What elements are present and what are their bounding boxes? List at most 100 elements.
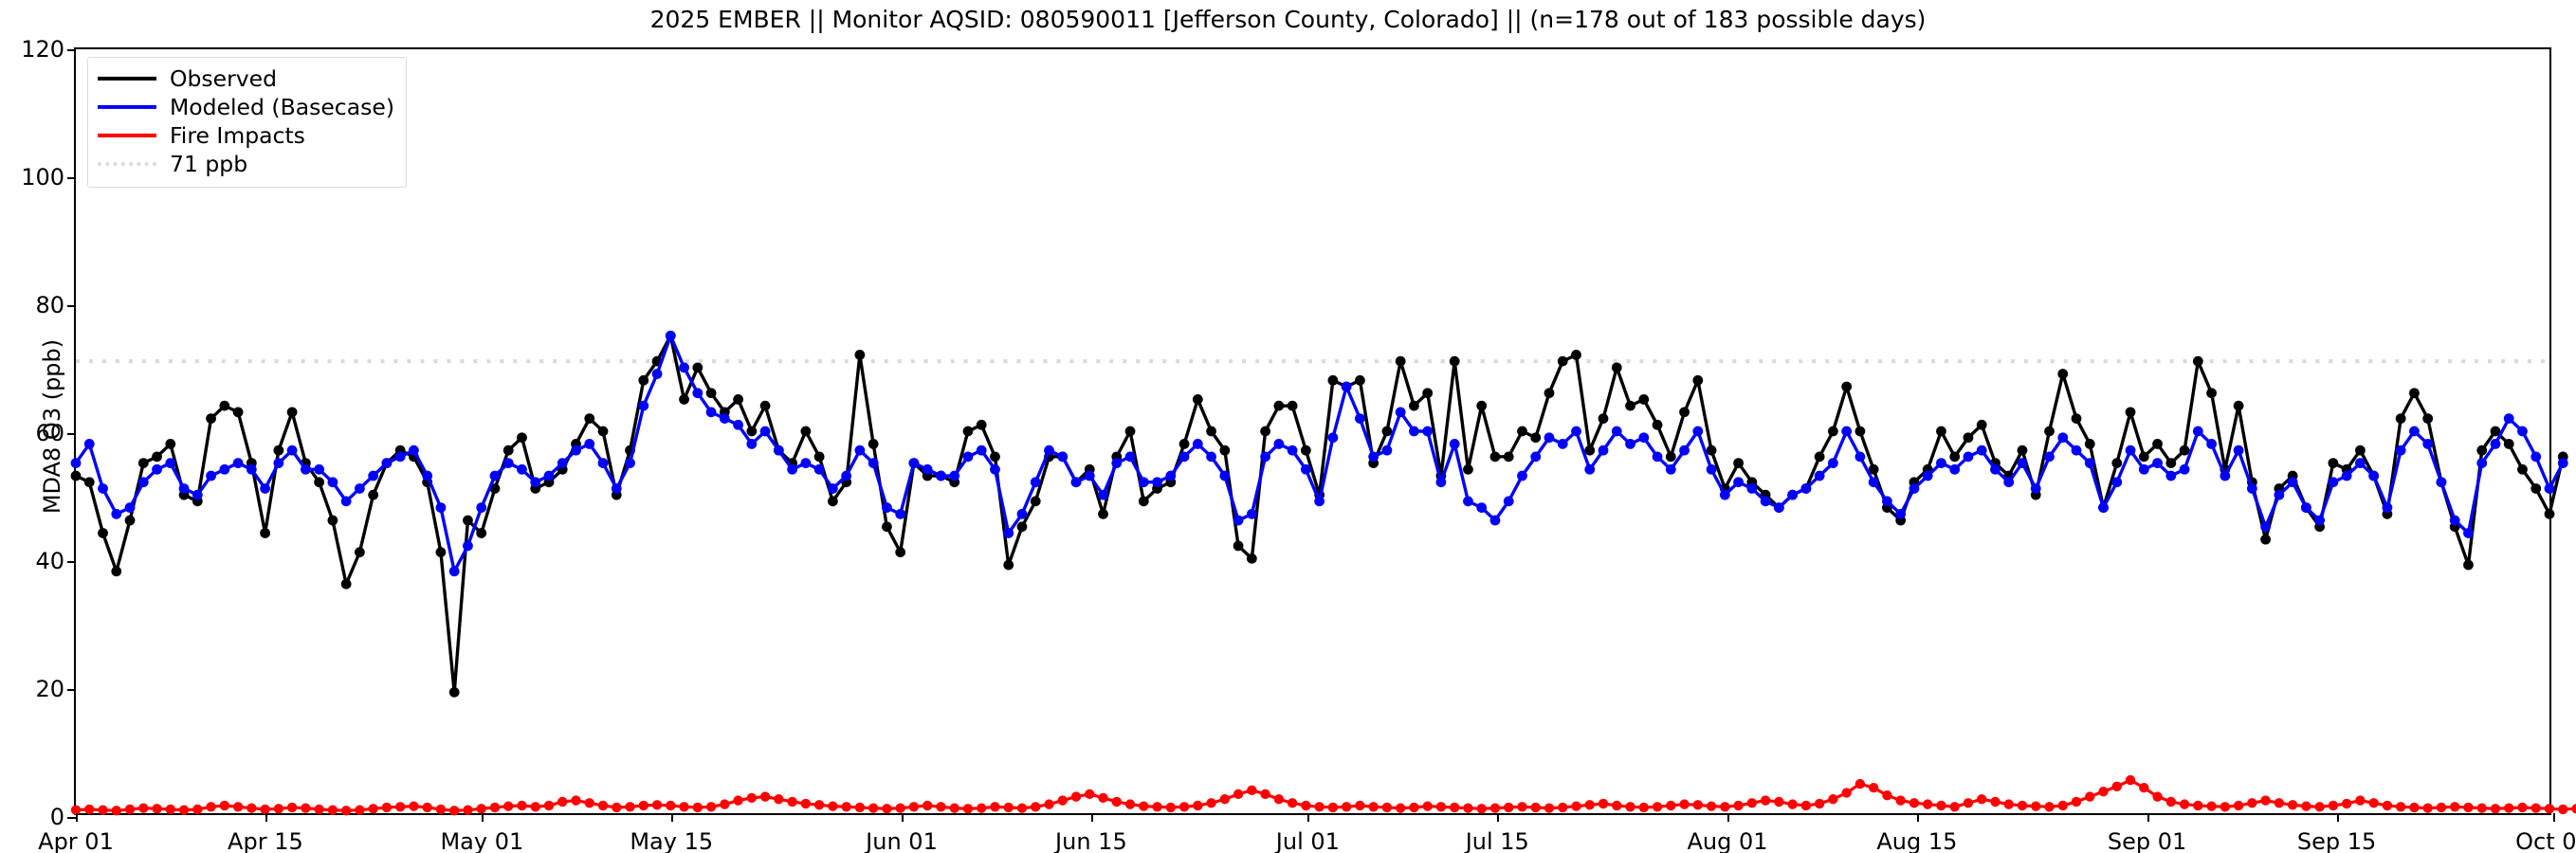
data-point (111, 508, 122, 519)
data-point (2085, 791, 2095, 802)
data-point (733, 419, 743, 430)
data-point (2206, 801, 2217, 811)
data-point (1868, 782, 1879, 793)
data-point (1882, 790, 1892, 801)
data-point (2341, 798, 2352, 809)
data-point (1557, 355, 1568, 367)
data-point (340, 496, 352, 507)
data-point (557, 796, 568, 808)
data-point (1233, 515, 1244, 526)
data-point (1638, 432, 1650, 444)
data-point (625, 802, 635, 812)
data-point (394, 802, 406, 812)
data-point (1719, 489, 1730, 500)
data-point (733, 394, 743, 405)
data-point (584, 413, 595, 424)
data-point (1314, 802, 1325, 812)
data-point (530, 802, 540, 812)
data-point (1327, 374, 1339, 386)
data-point (2422, 439, 2434, 449)
data-point (111, 806, 121, 816)
data-point (2220, 470, 2231, 481)
data-point (2098, 502, 2109, 513)
legend-item[interactable]: 71 ppb (98, 150, 394, 178)
data-point (774, 794, 784, 805)
data-point (273, 445, 284, 456)
data-point (2530, 483, 2542, 494)
data-point (1854, 426, 1866, 437)
data-point (2287, 800, 2298, 810)
data-point (2544, 804, 2555, 814)
data-point (1814, 798, 1825, 809)
chart-legend: Observed Modeled (Basecase) Fire Impacts 71… (87, 57, 407, 188)
data-point (854, 350, 866, 360)
data-point (638, 800, 649, 811)
data-point (489, 802, 501, 813)
data-point (2557, 458, 2568, 468)
data-point (2368, 470, 2380, 481)
legend-label: Observed (170, 65, 278, 92)
data-point (1841, 426, 1853, 437)
data-point (2558, 804, 2568, 815)
series-line (74, 334, 2565, 573)
data-point (543, 470, 555, 481)
data-point (557, 458, 568, 468)
x-tick-label: Jun 15 (1055, 828, 1127, 853)
y-tick-label: 0 (49, 804, 64, 830)
data-point (2111, 458, 2123, 468)
data-point (83, 477, 95, 488)
x-tick-mark (1497, 813, 1500, 822)
data-point (1178, 451, 1190, 463)
data-point (1638, 394, 1650, 405)
data-point (1976, 445, 1987, 456)
data-point (1584, 463, 1596, 475)
data-point (1111, 796, 1122, 808)
data-point (1773, 502, 1784, 513)
legend-item[interactable]: Observed (98, 64, 394, 93)
data-point (2165, 796, 2177, 808)
data-point (1165, 470, 1177, 481)
data-point (1936, 426, 1946, 437)
x-tick-mark (2553, 813, 2555, 822)
data-point (1098, 489, 1108, 500)
data-point (246, 463, 257, 475)
legend-item[interactable]: Modeled (Basecase) (98, 93, 394, 121)
data-point (1476, 804, 1487, 814)
data-point (1003, 802, 1014, 813)
data-point (1273, 794, 1285, 805)
legend-item[interactable]: Fire Impacts (98, 121, 394, 150)
data-point (2530, 803, 2541, 813)
data-point (286, 802, 298, 813)
y-tick-label: 80 (35, 292, 64, 318)
data-point (1260, 426, 1270, 437)
data-point (2017, 445, 2028, 456)
data-point (746, 792, 758, 804)
data-point (517, 432, 527, 444)
data-point (908, 802, 920, 812)
data-point (759, 426, 771, 437)
x-tick-mark (671, 813, 674, 822)
x-tick-label: Oct 01 (2515, 828, 2576, 853)
data-point (2490, 439, 2501, 449)
data-point (219, 400, 230, 411)
data-point (2179, 799, 2190, 809)
data-point (1341, 802, 1352, 812)
data-point (260, 528, 270, 538)
data-point (2057, 369, 2069, 379)
data-point (1016, 508, 1028, 519)
data-point (1422, 426, 1434, 437)
data-point (1828, 794, 1838, 805)
data-point (1706, 445, 1717, 456)
data-point (1247, 785, 1257, 795)
data-point (435, 547, 447, 557)
data-point (1544, 432, 1555, 444)
series-line (74, 334, 2565, 695)
data-point (300, 463, 311, 475)
data-point (1368, 451, 1379, 463)
data-point (2328, 458, 2339, 468)
data-point (1030, 477, 1041, 488)
data-point (1922, 799, 1933, 809)
data-point (260, 483, 270, 494)
data-point (2139, 782, 2149, 793)
x-tick-label: Apr 15 (228, 828, 303, 853)
